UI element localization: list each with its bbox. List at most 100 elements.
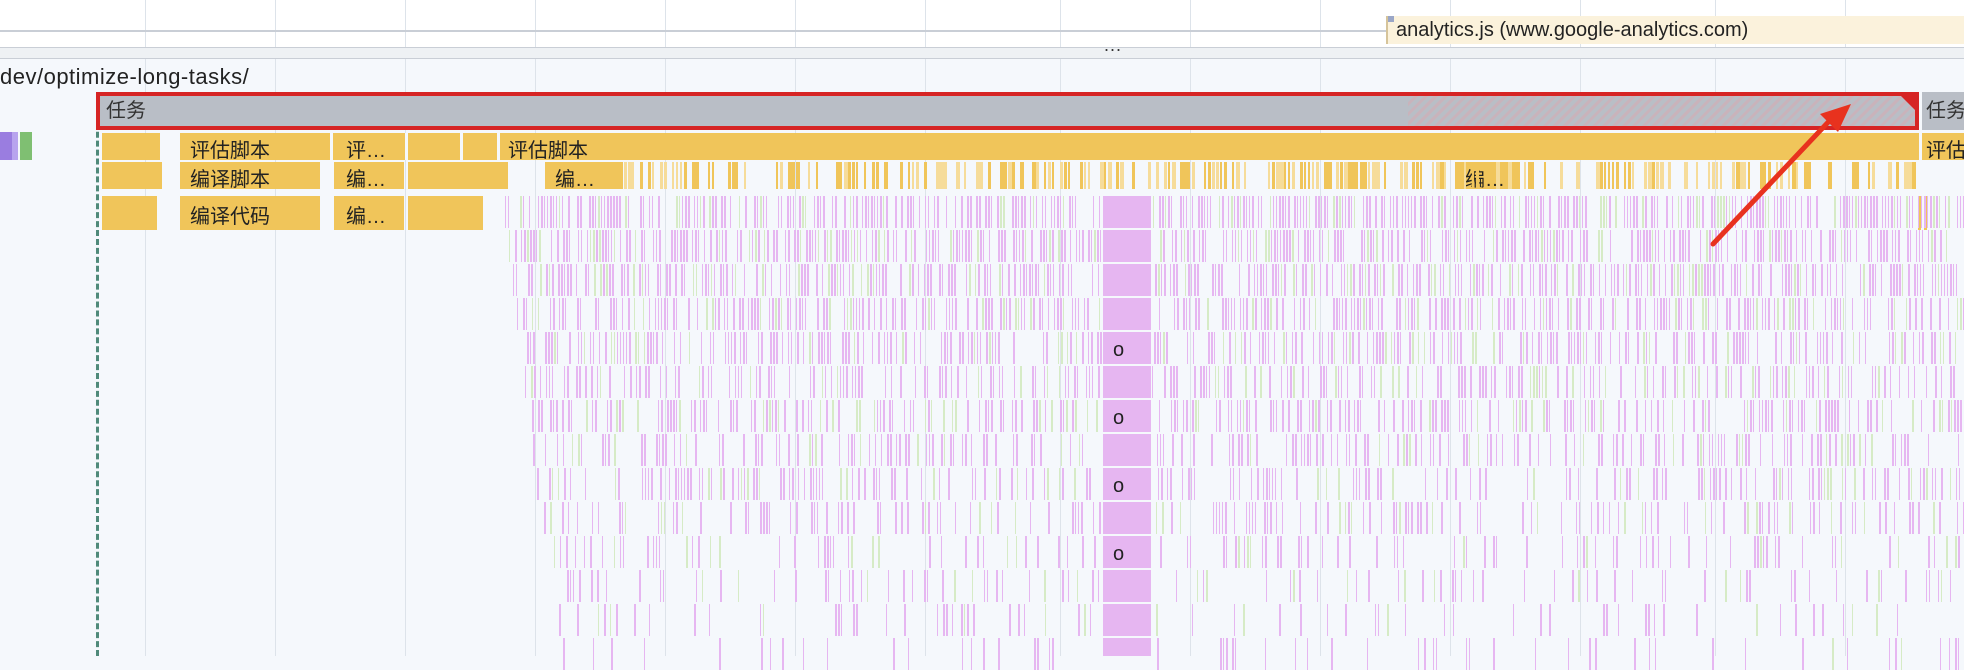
function-call-stripe[interactable] <box>1712 230 1713 262</box>
function-call-stripe[interactable] <box>984 570 985 602</box>
function-call-stripe[interactable] <box>1912 196 1913 228</box>
function-call-stripe[interactable] <box>610 604 611 636</box>
function-call-stripe[interactable] <box>1657 502 1659 534</box>
compile-script-stripe[interactable] <box>1312 162 1314 189</box>
function-call-stripe[interactable] <box>1587 570 1588 602</box>
compile-script-stripe[interactable] <box>660 162 663 189</box>
function-call-stripe[interactable] <box>788 332 789 364</box>
function-call-stripe[interactable] <box>1746 264 1747 296</box>
function-call-stripe[interactable] <box>1341 264 1342 296</box>
function-call-stripe[interactable] <box>684 264 685 296</box>
function-call-stripe[interactable] <box>1243 298 1244 330</box>
function-call-stripe[interactable] <box>852 366 853 398</box>
function-call-stripe[interactable] <box>1347 570 1348 602</box>
compile-script-stripe[interactable] <box>1416 162 1419 189</box>
compile-script-stripe[interactable] <box>1716 162 1718 189</box>
function-call-stripe[interactable] <box>1849 196 1850 228</box>
function-call-stripe[interactable] <box>1074 366 1076 398</box>
function-call-stripe[interactable] <box>773 230 775 262</box>
function-call-stripe[interactable] <box>1157 332 1159 364</box>
function-call-stripe[interactable] <box>656 332 658 364</box>
function-call-stripe[interactable] <box>1875 468 1876 500</box>
function-call-stripe[interactable] <box>1015 196 1017 228</box>
function-call-stripe[interactable] <box>1044 468 1045 500</box>
function-call-stripe[interactable] <box>903 570 905 602</box>
function-call-stripe[interactable] <box>1384 196 1385 228</box>
function-call-stripe[interactable] <box>1550 434 1551 466</box>
function-call-stripe[interactable] <box>1249 502 1250 534</box>
function-call-stripe[interactable] <box>830 230 832 262</box>
function-call-stripe[interactable] <box>508 196 509 228</box>
function-call-stripe[interactable] <box>1658 434 1660 466</box>
function-call-stripe[interactable] <box>565 298 566 330</box>
function-call-stripe[interactable] <box>1317 570 1318 602</box>
function-call-stripe[interactable] <box>949 298 950 330</box>
function-call-stripe[interactable] <box>1571 230 1573 262</box>
function-call-stripe[interactable] <box>1072 502 1074 534</box>
function-call-stripe[interactable] <box>1729 196 1730 228</box>
left-block-green[interactable] <box>20 132 32 160</box>
function-call-stripe[interactable] <box>1540 196 1542 228</box>
function-call-stripe[interactable] <box>1581 264 1582 296</box>
function-call-stripe[interactable] <box>1267 502 1268 534</box>
function-call-stripe[interactable] <box>1629 468 1631 500</box>
function-call-stripe[interactable] <box>868 196 869 228</box>
function-call-stripe[interactable] <box>842 230 844 262</box>
compile-script-stripe[interactable] <box>1648 162 1652 189</box>
compile-script-stripe[interactable] <box>1624 162 1626 189</box>
function-call-stripe[interactable] <box>1960 196 1961 228</box>
function-call-stripe[interactable] <box>661 400 663 432</box>
long-task-bar[interactable]: 任务 <box>96 92 1408 130</box>
function-call-stripe[interactable] <box>1754 536 1756 568</box>
function-call-stripe[interactable] <box>505 196 506 228</box>
function-call-stripe[interactable] <box>688 298 690 330</box>
function-call-stripe[interactable] <box>662 332 663 364</box>
function-call-stripe[interactable] <box>729 366 730 398</box>
function-call-stripe[interactable] <box>990 366 992 398</box>
function-call-stripe[interactable] <box>1636 196 1638 228</box>
function-call-stripe[interactable] <box>627 264 629 296</box>
function-call-stripe[interactable] <box>1636 400 1638 432</box>
function-call-stripe[interactable] <box>1292 230 1294 262</box>
function-call-stripe[interactable] <box>1337 230 1339 262</box>
function-call-stripe[interactable] <box>1484 536 1486 568</box>
function-call-stripe[interactable] <box>1586 536 1588 568</box>
function-call-stripe[interactable] <box>1480 502 1481 534</box>
function-call-stripe[interactable] <box>1430 230 1431 262</box>
compile-script-stripe[interactable] <box>1464 162 1466 189</box>
compile-script-stripe[interactable] <box>736 162 738 189</box>
function-call-stripe[interactable] <box>946 196 947 228</box>
function-call-stripe[interactable] <box>1411 196 1412 228</box>
function-call-stripe[interactable] <box>900 264 902 296</box>
function-call-stripe[interactable] <box>763 400 764 432</box>
function-call-stripe[interactable] <box>598 502 599 534</box>
function-call-stripe[interactable] <box>1958 536 1960 568</box>
function-call-stripe[interactable] <box>1858 196 1859 228</box>
function-call-stripe[interactable] <box>1094 230 1096 262</box>
compile-script-block-2[interactable]: 编… <box>334 162 404 191</box>
function-call-stripe[interactable] <box>803 332 804 364</box>
function-call-stripe[interactable] <box>1854 468 1856 500</box>
function-call-stripe[interactable] <box>1691 332 1693 364</box>
function-call-stripe[interactable] <box>1649 332 1650 364</box>
function-call-stripe[interactable] <box>1054 298 1055 330</box>
function-call-stripe[interactable] <box>1048 502 1050 534</box>
function-call-stripe[interactable] <box>838 604 840 636</box>
function-call-stripe[interactable] <box>1842 366 1843 398</box>
function-call-stripe[interactable] <box>827 230 828 262</box>
function-call-stripe[interactable] <box>978 264 980 296</box>
function-call-stripe[interactable] <box>743 332 745 364</box>
function-call-stripe[interactable] <box>1782 366 1783 398</box>
function-call-stripe[interactable] <box>1954 400 1956 432</box>
function-call-stripe[interactable] <box>623 332 624 364</box>
function-call-stripe[interactable] <box>1696 196 1698 228</box>
function-call-stripe[interactable] <box>589 196 591 228</box>
function-call-stripe[interactable] <box>755 434 757 466</box>
function-call-stripe[interactable] <box>679 400 681 432</box>
function-call-stripe[interactable] <box>1238 536 1240 568</box>
function-call-stripe[interactable] <box>1940 638 1941 670</box>
function-call-stripe[interactable] <box>1206 570 1208 602</box>
function-call-stripe[interactable] <box>1881 570 1882 602</box>
function-call-stripe[interactable] <box>1635 264 1637 296</box>
function-call-stripe[interactable] <box>680 434 681 466</box>
